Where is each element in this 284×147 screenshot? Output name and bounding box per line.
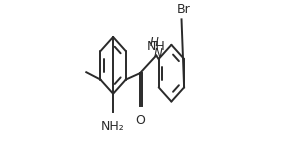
Text: NH: NH: [146, 40, 165, 53]
Text: Br: Br: [177, 3, 190, 16]
Text: H: H: [150, 36, 158, 49]
Text: N: N: [153, 47, 162, 60]
Text: O: O: [135, 114, 145, 127]
Text: NH₂: NH₂: [101, 120, 125, 133]
